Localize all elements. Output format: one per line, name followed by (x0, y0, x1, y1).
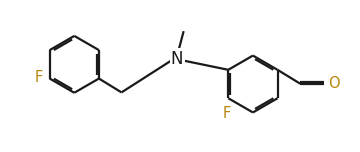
Text: N: N (171, 50, 183, 67)
Text: O: O (328, 76, 340, 91)
Text: F: F (35, 70, 43, 85)
Text: F: F (222, 106, 231, 121)
